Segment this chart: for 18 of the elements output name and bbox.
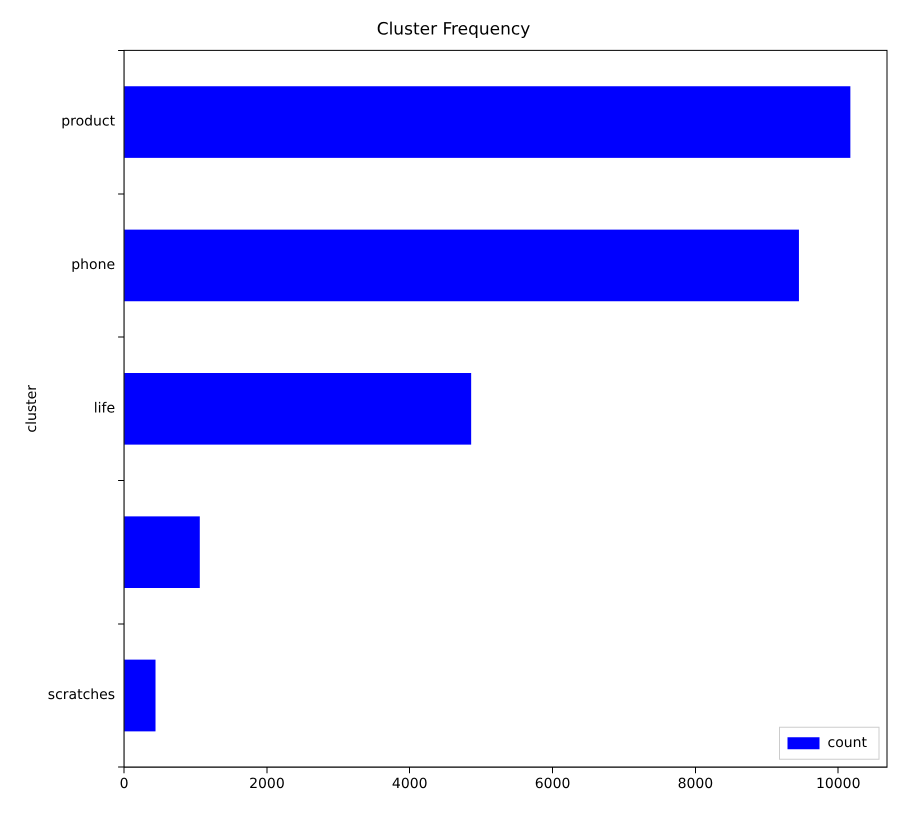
y-tick-label: life — [94, 400, 116, 416]
y-tick-label: product — [61, 114, 116, 130]
y-axis-title: cluster — [24, 384, 40, 433]
x-tick-label: 2000 — [249, 776, 285, 792]
legend-label: count — [828, 734, 868, 751]
x-tick-label: 8000 — [678, 776, 714, 792]
bar — [124, 372, 472, 445]
chart-title: Cluster Frequency — [376, 20, 530, 40]
y-tick-label: phone — [71, 257, 116, 274]
bar — [124, 516, 200, 588]
x-tick-label: 0 — [120, 776, 129, 792]
bar — [124, 660, 156, 732]
y-tick-label: scratches — [48, 687, 116, 704]
x-tick-label: 10000 — [816, 776, 860, 792]
x-tick-label: 4000 — [392, 776, 428, 792]
bar — [124, 86, 850, 158]
x-tick-label: 6000 — [534, 776, 570, 792]
bar — [124, 230, 799, 302]
